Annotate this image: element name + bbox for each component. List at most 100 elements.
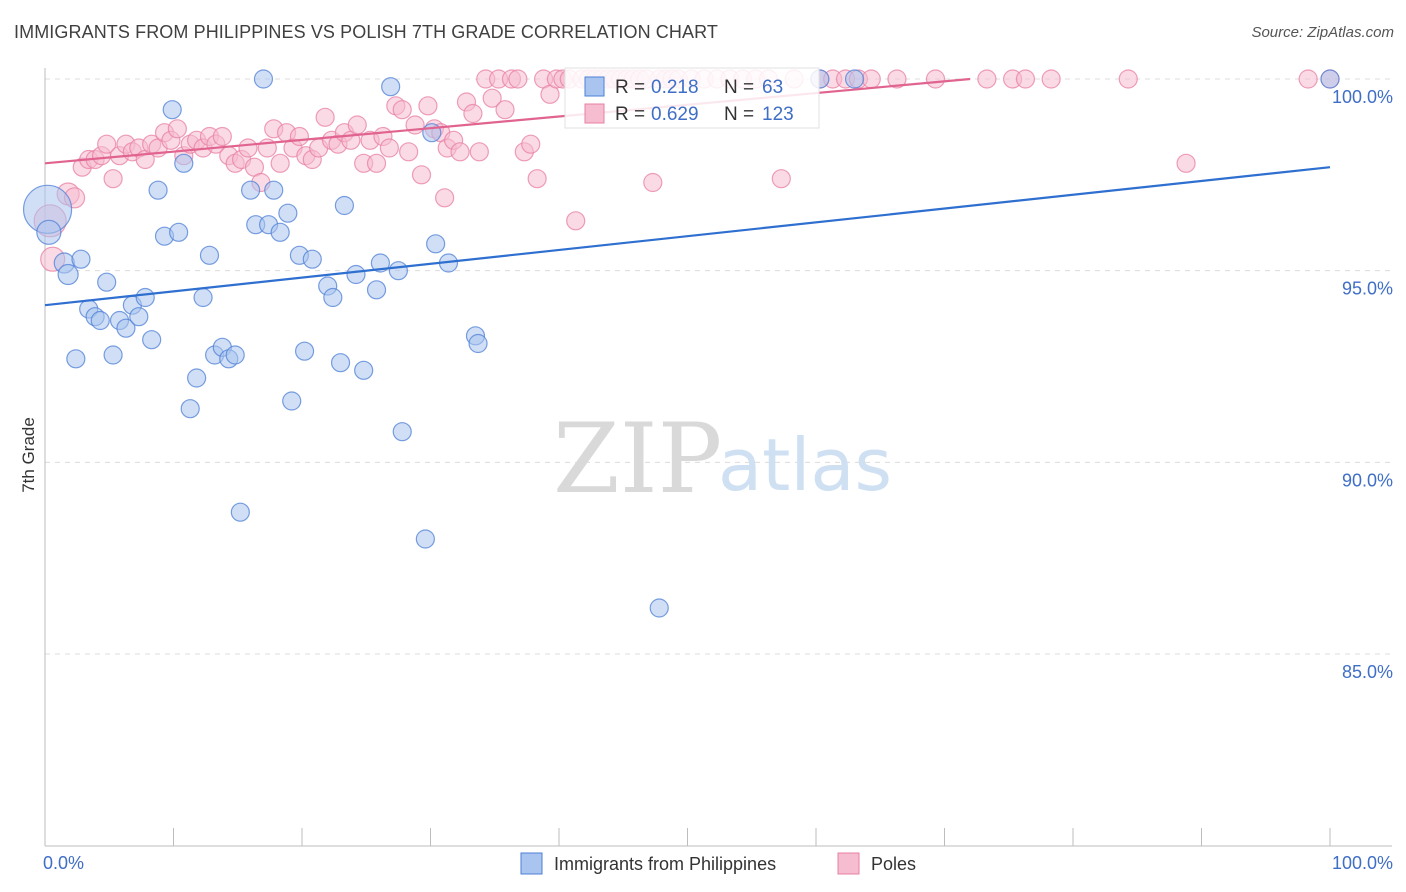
- poles-point: [482, 88, 502, 108]
- stats-n-key: N =: [724, 104, 754, 125]
- poles-point: [212, 126, 232, 147]
- poles-point: [167, 119, 187, 139]
- poles-point: [925, 69, 946, 89]
- stats-n-key: N =: [724, 77, 754, 98]
- philippines-point: [323, 287, 343, 308]
- stats-box: R = 0.218 N = 63 R = 0.629 N = 123: [564, 67, 820, 129]
- philippines-point: [366, 280, 387, 300]
- x-tick-label: 100.0%: [1332, 853, 1393, 873]
- philippines-point: [649, 598, 669, 618]
- philippines-point: [426, 234, 446, 254]
- stats-swatch: [584, 76, 605, 97]
- y-axis-title: 7th Grade: [19, 417, 38, 493]
- watermark-zip: ZIP: [553, 403, 722, 515]
- stats-r-value: 0.629: [651, 104, 699, 125]
- stats-r-key: R =: [615, 77, 645, 98]
- stats-n-value: 123: [762, 104, 794, 125]
- poles-point: [977, 69, 997, 89]
- philippines-point: [36, 219, 62, 245]
- poles-point: [97, 134, 117, 154]
- poles-point: [379, 138, 399, 158]
- poles-point: [347, 115, 367, 135]
- poles-point: [366, 153, 387, 173]
- philippines-point: [422, 123, 442, 143]
- philippines-point: [241, 180, 261, 200]
- poles-point: [399, 142, 419, 162]
- philippines-point: [129, 307, 149, 327]
- poles-point: [521, 134, 541, 154]
- philippines-point: [90, 310, 110, 331]
- legend-label: Immigrants from Philippines: [554, 854, 776, 874]
- philippines-point: [844, 69, 865, 89]
- poles-point: [418, 96, 438, 116]
- philippines-point: [97, 272, 117, 292]
- poles-point: [315, 107, 335, 127]
- poles-point: [508, 69, 528, 89]
- legend-label: Poles: [871, 854, 916, 874]
- data-points: [22, 69, 1340, 618]
- philippines-point: [294, 341, 315, 361]
- philippines-point: [57, 263, 79, 286]
- stats-box-frame: [564, 67, 820, 129]
- philippines-point: [370, 253, 390, 273]
- philippines-point: [346, 264, 366, 285]
- philippines-point: [468, 333, 488, 354]
- poles-point: [289, 126, 310, 147]
- stats-r-value: 0.218: [651, 77, 699, 98]
- chart-title: IMMIGRANTS FROM PHILIPPINES VS POLISH 7T…: [14, 22, 718, 42]
- philippines-point: [330, 353, 351, 373]
- philippines-point: [270, 222, 290, 242]
- axes: [44, 68, 1392, 847]
- legend: Immigrants from Philippines Poles: [520, 852, 916, 875]
- legend-swatch: [837, 852, 860, 875]
- philippines-point: [1320, 69, 1340, 89]
- y-tick-label: 95.0%: [1342, 279, 1393, 299]
- philippines-point: [230, 502, 250, 522]
- stats-r-key: R =: [615, 104, 645, 125]
- philippines-point: [354, 360, 374, 380]
- y-tick-label: 85.0%: [1342, 662, 1393, 682]
- y-tick-labels: 100.0% 95.0% 90.0% 85.0%: [1332, 87, 1393, 682]
- philippines-point: [381, 77, 401, 97]
- poles-point: [1298, 69, 1318, 89]
- x-tick-label: 0.0%: [43, 853, 84, 873]
- philippines-point: [199, 245, 220, 265]
- philippines-point: [180, 399, 200, 419]
- philippines-point: [135, 287, 155, 308]
- philippines-point: [174, 153, 194, 173]
- watermark-atlas: atlas: [718, 423, 892, 507]
- poles-point: [1041, 69, 1061, 89]
- philippines-point: [142, 330, 162, 350]
- philippines-point: [193, 287, 213, 308]
- stats-n-value: 63: [762, 77, 783, 98]
- watermark: ZIP atlas: [553, 403, 892, 515]
- poles-point: [469, 142, 489, 162]
- philippines-point: [388, 261, 408, 281]
- poles-point: [1118, 69, 1138, 89]
- philippines-point: [187, 368, 207, 388]
- poles-point: [450, 142, 470, 162]
- philippines-point: [162, 100, 182, 120]
- source-label: Source: ZipAtlas.com: [1251, 24, 1394, 41]
- poles-point: [527, 169, 547, 189]
- poles-point: [771, 169, 791, 189]
- philippines-point: [392, 422, 412, 442]
- poles-point: [643, 172, 663, 193]
- poles-point: [392, 100, 412, 120]
- poles-trend-line: [44, 77, 971, 165]
- poles-point: [463, 103, 483, 124]
- poles-point: [411, 165, 432, 185]
- legend-swatch: [520, 852, 543, 875]
- philippines-point: [103, 345, 123, 365]
- poles-point: [435, 188, 455, 208]
- y-tick-label: 90.0%: [1342, 470, 1393, 490]
- philippines-point: [415, 529, 435, 549]
- poles-point: [887, 69, 907, 89]
- poles-point: [566, 211, 586, 231]
- philippines-point: [282, 391, 302, 411]
- poles-point: [861, 69, 881, 89]
- philippines-point: [169, 222, 189, 242]
- poles-point: [495, 100, 515, 120]
- poles-point: [1176, 153, 1196, 173]
